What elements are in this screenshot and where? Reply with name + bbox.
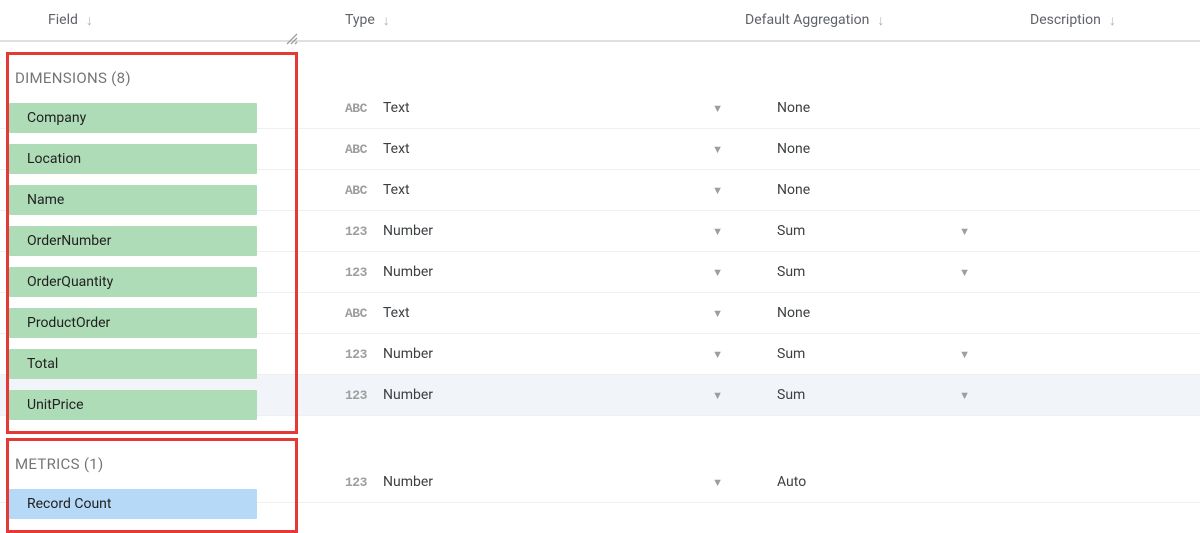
aggregation-cell[interactable]: Auto (745, 474, 1030, 490)
chevron-down-icon[interactable]: ▼ (959, 266, 970, 279)
aggregation-label: Sum (745, 264, 805, 280)
group-title: METRICS (1) (9, 449, 295, 483)
aggregation-cell[interactable]: Sum ▼ (745, 387, 1030, 403)
dimension-field-chip[interactable]: Total (9, 349, 257, 379)
column-label: Field (48, 12, 78, 28)
type-cell[interactable]: ABC Text ▼ (300, 182, 745, 198)
number-type-icon: 123 (345, 475, 377, 490)
type-cell[interactable]: 123 Number ▼ (300, 264, 745, 280)
dimension-field-chip[interactable]: OrderNumber (9, 226, 257, 256)
text-type-icon: ABC (345, 183, 377, 198)
chevron-down-icon[interactable]: ▼ (712, 225, 723, 238)
type-label: Text (383, 305, 410, 321)
aggregation-label: None (745, 141, 810, 157)
field-column: DIMENSIONS (8) Company Location Name OrderNu… (0, 42, 300, 533)
type-cell[interactable]: ABC Text ▼ (300, 100, 745, 116)
type-label: Text (383, 182, 410, 198)
type-cell[interactable]: ABC Text ▼ (300, 305, 745, 321)
aggregation-cell[interactable]: None (745, 305, 1030, 321)
aggregation-label: None (745, 305, 810, 321)
dimension-field-chip[interactable]: Location (9, 144, 257, 174)
sort-down-icon: ↓ (1109, 12, 1116, 29)
column-label: Default Aggregation (745, 12, 869, 28)
type-cell[interactable]: 123 Number ▼ (300, 346, 745, 362)
sort-down-icon: ↓ (86, 12, 93, 29)
aggregation-cell[interactable]: Sum ▼ (745, 264, 1030, 280)
column-label: Description (1030, 12, 1101, 28)
number-type-icon: 123 (345, 265, 377, 280)
aggregation-cell[interactable]: None (745, 182, 1030, 198)
metric-field-chip[interactable]: Record Count (9, 489, 257, 519)
type-label: Number (383, 387, 433, 403)
number-type-icon: 123 (345, 224, 377, 239)
aggregation-label: None (745, 182, 810, 198)
type-label: Text (383, 141, 410, 157)
type-cell[interactable]: 123 Number ▼ (300, 387, 745, 403)
type-label: Number (383, 346, 433, 362)
dimension-field-chip[interactable]: UnitPrice (9, 390, 257, 420)
chevron-down-icon[interactable]: ▼ (712, 184, 723, 197)
aggregation-label: Sum (745, 223, 805, 239)
table-header: Field ↓ Type ↓ Default Aggregation ↓ Des… (0, 0, 1200, 42)
chevron-down-icon[interactable]: ▼ (712, 476, 723, 489)
type-label: Text (383, 100, 410, 116)
column-header-type[interactable]: Type ↓ (300, 12, 745, 29)
text-type-icon: ABC (345, 142, 377, 157)
column-header-field[interactable]: Field ↓ (0, 12, 300, 29)
text-type-icon: ABC (345, 101, 377, 116)
chevron-down-icon[interactable]: ▼ (959, 225, 970, 238)
type-label: Number (383, 223, 433, 239)
aggregation-cell[interactable]: Sum ▼ (745, 223, 1030, 239)
type-label: Number (383, 264, 433, 280)
type-cell[interactable]: ABC Text ▼ (300, 141, 745, 157)
chevron-down-icon[interactable]: ▼ (712, 389, 723, 402)
chevron-down-icon[interactable]: ▼ (959, 348, 970, 361)
aggregation-cell[interactable]: None (745, 100, 1030, 116)
aggregation-label: Sum (745, 387, 805, 403)
chevron-down-icon[interactable]: ▼ (712, 266, 723, 279)
number-type-icon: 123 (345, 347, 377, 362)
group-title: DIMENSIONS (8) (9, 63, 295, 97)
dimension-field-chip[interactable]: Company (9, 103, 257, 133)
chevron-down-icon[interactable]: ▼ (712, 102, 723, 115)
type-cell[interactable]: 123 Number ▼ (300, 223, 745, 239)
column-header-aggregation[interactable]: Default Aggregation ↓ (745, 12, 1030, 29)
field-group-box: DIMENSIONS (8) Company Location Name OrderNu… (6, 52, 298, 434)
aggregation-label: None (745, 100, 810, 116)
aggregation-cell[interactable]: None (745, 141, 1030, 157)
chevron-down-icon[interactable]: ▼ (712, 307, 723, 320)
chevron-down-icon[interactable]: ▼ (712, 143, 723, 156)
aggregation-label: Auto (745, 474, 806, 490)
column-label: Type (345, 12, 375, 28)
column-resize-handle-icon[interactable] (285, 32, 299, 46)
chevron-down-icon[interactable]: ▼ (959, 389, 970, 402)
dimension-field-chip[interactable]: OrderQuantity (9, 267, 257, 297)
chevron-down-icon[interactable]: ▼ (712, 348, 723, 361)
column-header-description[interactable]: Description ↓ (1030, 12, 1200, 29)
sort-down-icon: ↓ (383, 12, 390, 29)
text-type-icon: ABC (345, 306, 377, 321)
aggregation-label: Sum (745, 346, 805, 362)
type-label: Number (383, 474, 433, 490)
aggregation-cell[interactable]: Sum ▼ (745, 346, 1030, 362)
field-group-box: METRICS (1) Record Count (6, 438, 298, 533)
sort-down-icon: ↓ (877, 12, 884, 29)
type-cell[interactable]: 123 Number ▼ (300, 474, 745, 490)
dimension-field-chip[interactable]: ProductOrder (9, 308, 257, 338)
dimension-field-chip[interactable]: Name (9, 185, 257, 215)
number-type-icon: 123 (345, 388, 377, 403)
